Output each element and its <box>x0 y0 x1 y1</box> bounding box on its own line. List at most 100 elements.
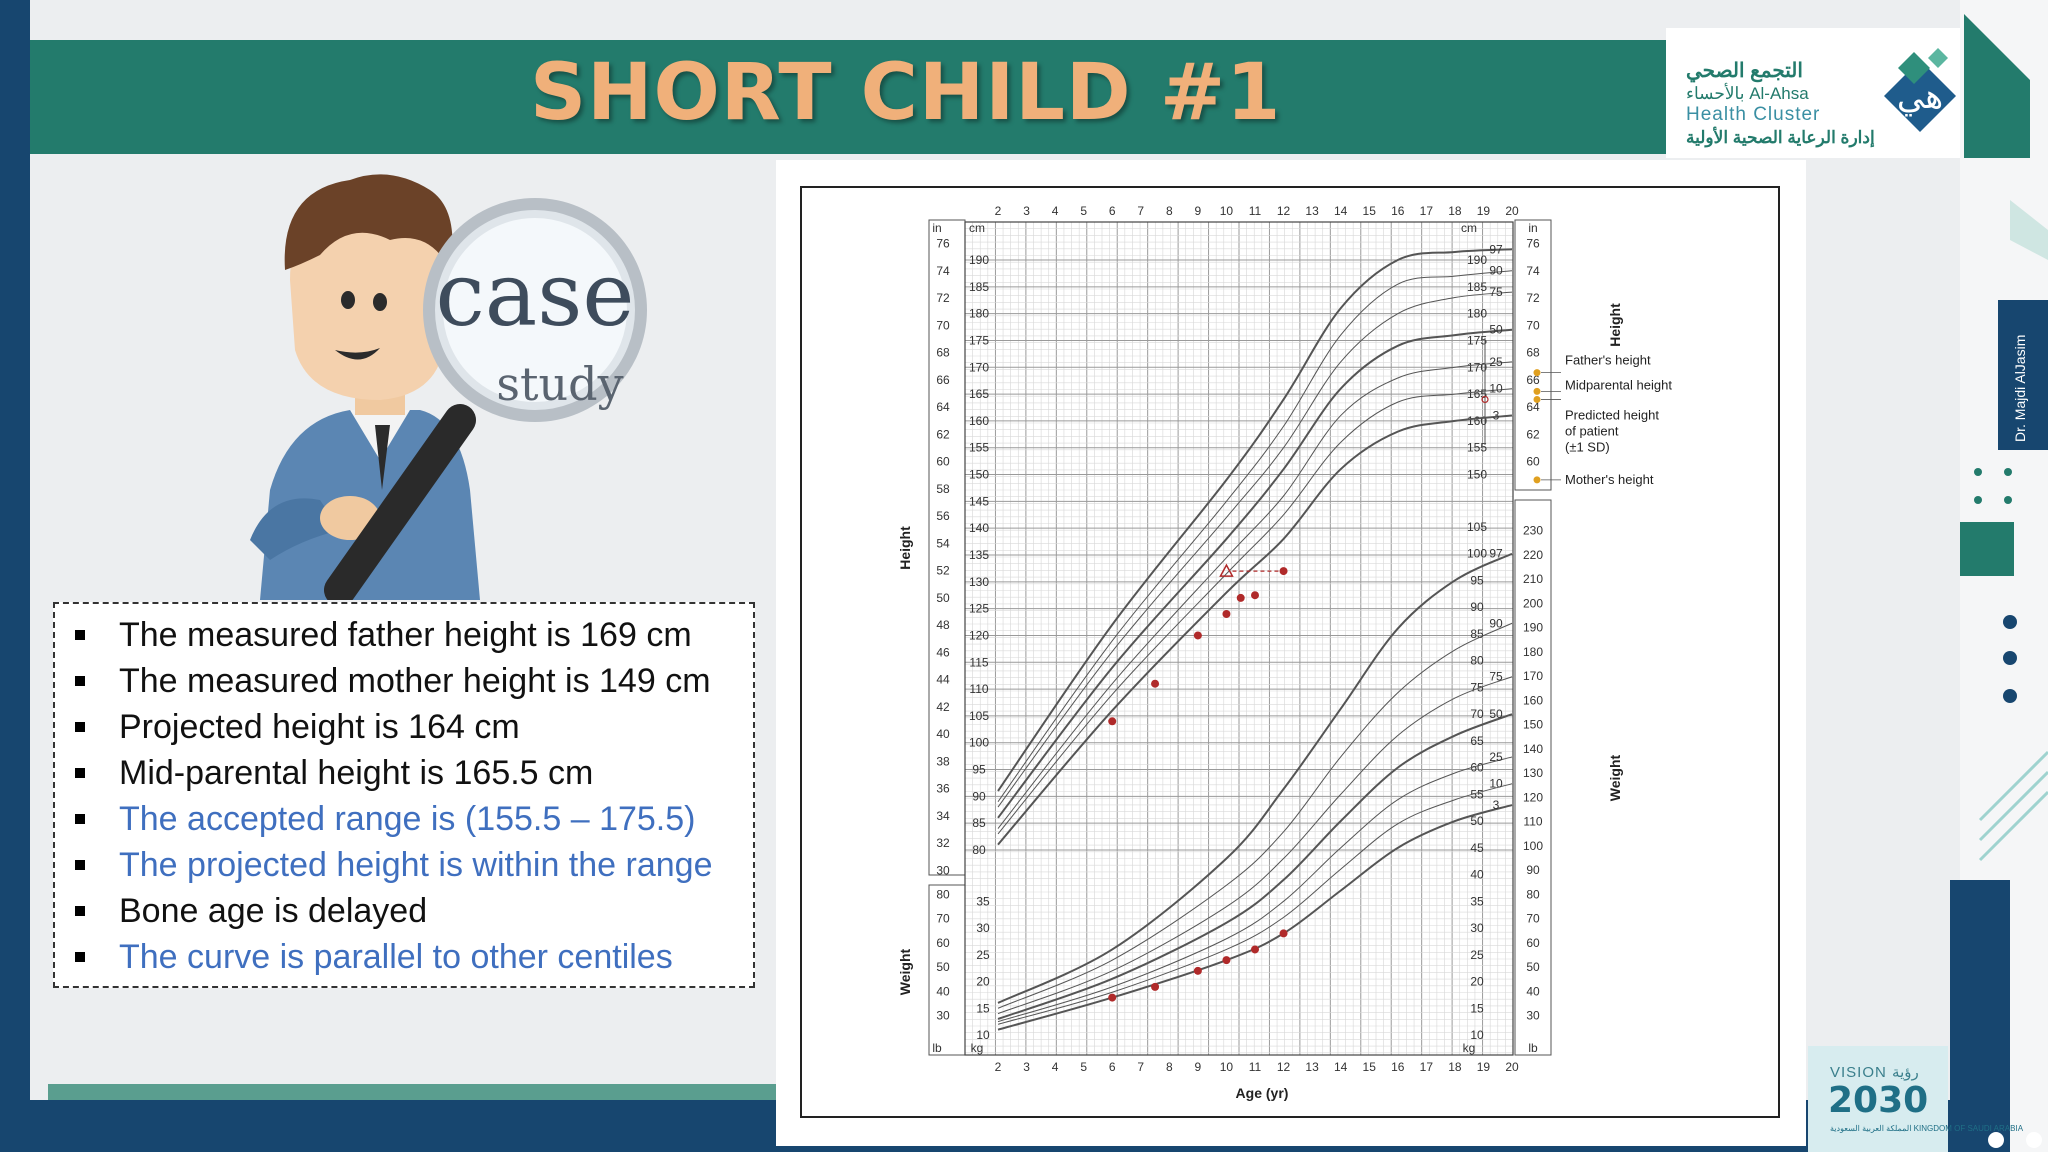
x-tick-label: 9 <box>1195 1060 1202 1074</box>
unit-label: kg <box>971 1041 984 1055</box>
x-tick-label: 8 <box>1166 1060 1173 1074</box>
height-in-tick: 30 <box>936 863 950 877</box>
weight-kg-tick: 35 <box>976 894 990 908</box>
height-in-tick: 32 <box>936 836 950 850</box>
height-cm-tick: 175 <box>969 333 989 347</box>
height-cm-tick: 105 <box>969 709 989 723</box>
height-cm-tick: 125 <box>969 602 989 616</box>
height-cm-tick: 130 <box>969 575 989 589</box>
height-cm-tick: 115 <box>969 655 988 669</box>
author-name: Dr. Majdi AlJasim <box>2012 334 2028 442</box>
height-centile-3 <box>997 414 1513 846</box>
patient-weight-point <box>1222 956 1231 965</box>
weight-lb-tick: 40 <box>936 984 950 998</box>
patient-height-point <box>1236 593 1245 602</box>
patient-weight-point <box>1151 982 1160 991</box>
height-cm-tick: 155 <box>969 441 989 455</box>
x-tick-label: 2 <box>995 204 1002 218</box>
weight-lb-tick-right: 150 <box>1523 718 1543 732</box>
bone-age-marker <box>1219 563 1234 577</box>
weight-lb-tick-right: 110 <box>1523 815 1542 829</box>
x-tick-label: 18 <box>1448 1060 1462 1074</box>
weight-kg-tick-right: 60 <box>1470 761 1484 775</box>
slide-title: SHORT CHILD #1 <box>530 48 1282 138</box>
x-tick-label: 5 <box>1080 1060 1087 1074</box>
left-rail <box>0 0 30 1152</box>
parent-height-marker <box>1533 369 1541 377</box>
height-in-tick-right: 70 <box>1526 318 1540 332</box>
x-tick-label: 9 <box>1195 204 1202 218</box>
x-tick-label: 7 <box>1137 204 1144 218</box>
case-study-cartoon: case study <box>250 174 647 600</box>
x-tick-label: 13 <box>1305 204 1319 218</box>
plot-border <box>964 221 1514 1056</box>
weight-kg-tick-right: 40 <box>1470 868 1484 882</box>
weight-kg-tick-right: 100 <box>1467 547 1487 561</box>
weight-lb-tick: 30 <box>936 1009 950 1023</box>
weight-lb-tick-right: 90 <box>1526 863 1540 877</box>
weight-kg-tick-right: 55 <box>1470 787 1484 801</box>
height-in-tick: 50 <box>936 591 950 605</box>
height-in-tick: 66 <box>936 373 950 387</box>
weight-lb-tick-right: 140 <box>1523 742 1543 756</box>
x-tick-label: 4 <box>1052 204 1059 218</box>
weight-lb-tick: 70 <box>936 912 950 926</box>
patient-height-point <box>1193 631 1202 640</box>
weight-lb-tick-right: 30 <box>1526 1009 1540 1023</box>
x-tick-label: 15 <box>1363 1060 1377 1074</box>
x-tick-label: 12 <box>1277 1060 1291 1074</box>
legend-label: Father's height <box>1565 353 1651 368</box>
legend-label: Predicted height <box>1565 407 1659 422</box>
height-in-tick-right: 74 <box>1526 264 1540 278</box>
weight-lb-tick-right: 130 <box>1523 766 1543 780</box>
height-centile-75 <box>997 291 1513 808</box>
height-centile-label: 10 <box>1489 382 1503 396</box>
height-cm-tick-right: 170 <box>1467 360 1487 374</box>
height-centile-label: 90 <box>1489 264 1503 278</box>
weight-kg-tick-right: 30 <box>1470 921 1484 935</box>
x-tick-label: 11 <box>1249 1060 1262 1074</box>
unit-label: lb <box>932 1041 942 1055</box>
chart-frame <box>800 186 1780 1118</box>
weight-lb-tick-right: 190 <box>1523 621 1543 635</box>
patient-height-point <box>1251 591 1259 600</box>
x-tick-label: 16 <box>1391 204 1405 218</box>
x-tick-label: 7 <box>1137 1060 1144 1074</box>
logo-arabic-line3: إدارة الرعاية الصحية الأولية <box>1686 128 1875 147</box>
x-tick-label: 20 <box>1505 204 1519 218</box>
right-lb-axis-box <box>1514 499 1552 1056</box>
weight-axis-title-left: Weight <box>897 948 913 995</box>
height-centile-90 <box>997 270 1513 803</box>
height-centile-97 <box>997 248 1513 792</box>
height-in-tick: 54 <box>936 536 950 550</box>
weight-kg-tick: 30 <box>976 921 990 935</box>
height-cm-tick-right: 190 <box>1467 253 1487 267</box>
x-tick-label: 14 <box>1334 204 1348 218</box>
height-centile-label: 3 <box>1493 409 1500 423</box>
weight-kg-tick-right: 70 <box>1470 707 1484 721</box>
x-tick-label: 15 <box>1363 204 1377 218</box>
x-tick-label: 4 <box>1052 1060 1059 1074</box>
x-tick-label: 10 <box>1220 204 1234 218</box>
bullet-item: The measured father height is 169 cm <box>55 612 753 658</box>
weight-centile-90 <box>997 622 1513 1009</box>
height-centile-label: 75 <box>1489 285 1503 299</box>
height-cm-tick: 145 <box>969 494 989 508</box>
weight-lb-tick-right: 100 <box>1523 839 1543 853</box>
height-cm-tick: 95 <box>972 763 986 777</box>
height-in-tick-right: 62 <box>1526 427 1540 441</box>
x-tick-label: 17 <box>1420 1060 1434 1074</box>
patient-height-point <box>1108 717 1117 726</box>
weight-lb-tick: 50 <box>936 960 950 974</box>
patient-weight-point <box>1279 929 1288 938</box>
x-tick-label: 6 <box>1109 1060 1116 1074</box>
bullet-item: The accepted range is (155.5 – 175.5) <box>55 796 753 842</box>
height-cm-tick: 165 <box>969 387 989 401</box>
right-decoration <box>1950 0 2048 1152</box>
height-cm-tick: 100 <box>969 736 989 750</box>
logo-arabic-line2: بالأحساء Al-Ahsa <box>1686 84 1809 103</box>
x-tick-label: 11 <box>1249 204 1262 218</box>
vision-subtitle: المملكة العربية السعودية KINGDOM OF SAUD… <box>1830 1124 2024 1133</box>
patient-height-point <box>1222 610 1231 618</box>
x-tick-label: 14 <box>1334 1060 1348 1074</box>
